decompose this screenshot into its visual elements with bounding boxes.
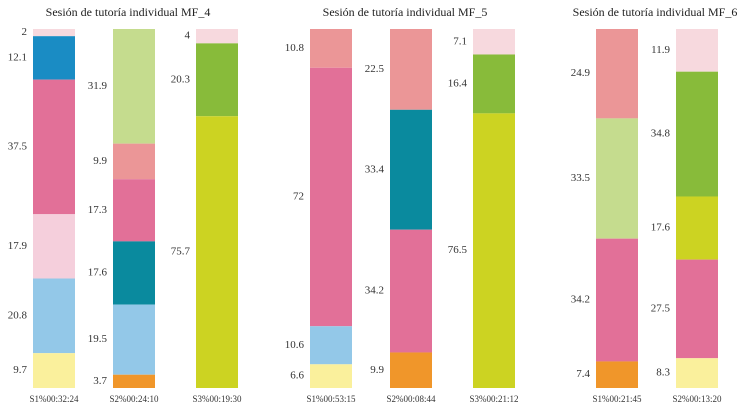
- value-label: 17.9: [8, 240, 28, 252]
- value-label: 2: [22, 26, 28, 38]
- bar-segment: [390, 229, 432, 353]
- bar-segment: [33, 36, 75, 80]
- value-label: 8.3: [656, 367, 670, 379]
- bar-segment: [310, 29, 352, 68]
- value-label: 9.9: [370, 364, 384, 376]
- value-label: 37.5: [8, 140, 28, 152]
- bar-segment: [310, 364, 352, 388]
- bar-segment: [196, 29, 238, 44]
- value-label: 20.8: [8, 309, 28, 321]
- value-label: 17.6: [651, 222, 671, 234]
- value-label: 27.5: [651, 302, 671, 314]
- value-label: 10.8: [285, 42, 305, 54]
- bar-segment: [113, 179, 155, 242]
- value-label: 7.1: [453, 35, 467, 47]
- bar-segment: [196, 116, 238, 388]
- bar-segment: [676, 358, 718, 388]
- bar-segment: [473, 54, 515, 114]
- bar-segment: [33, 353, 75, 388]
- value-label: 17.6: [88, 267, 108, 279]
- bar-segment: [676, 29, 718, 72]
- bar-segment: [676, 196, 718, 260]
- category-label: S1%00:53:15: [306, 394, 356, 404]
- category-label: S3%00:21:12: [469, 394, 518, 404]
- value-label: 20.3: [171, 73, 191, 85]
- bar-segment: [390, 109, 432, 230]
- bar-segment: [473, 113, 515, 389]
- value-label: 7.4: [576, 368, 590, 380]
- chart-title: Sesión de tutoría individual MF_5: [323, 5, 488, 19]
- bar-segment: [33, 79, 75, 215]
- bar-segment: [596, 29, 638, 119]
- bar-segment: [113, 374, 155, 388]
- bar-segment: [473, 29, 515, 55]
- bar-segment: [113, 304, 155, 375]
- value-label: 33.4: [365, 163, 385, 175]
- value-label: 31.9: [88, 80, 108, 92]
- value-label: 72: [293, 191, 304, 203]
- value-label: 34.8: [651, 128, 671, 140]
- value-label: 9.7: [13, 364, 27, 376]
- value-label: 10.6: [285, 339, 305, 351]
- bar-segment: [33, 278, 75, 354]
- value-label: 33.5: [571, 172, 591, 184]
- bar-segment: [596, 238, 638, 362]
- value-label: 3.7: [93, 375, 107, 387]
- category-label: S3%00:19:30: [192, 394, 242, 404]
- value-label: 12.1: [8, 51, 27, 63]
- bar-segment: [676, 71, 718, 197]
- bar-segment: [113, 29, 155, 144]
- chart-title: Sesión de tutoría individual MF_6: [573, 5, 737, 19]
- bar-segment: [310, 67, 352, 327]
- category-label: S1%00:32:24: [29, 394, 79, 404]
- category-label: S2%00:24:10: [109, 394, 159, 404]
- value-label: 6.6: [290, 370, 304, 382]
- bar-segment: [113, 241, 155, 305]
- value-label: 24.9: [571, 67, 591, 79]
- value-label: 11.9: [651, 44, 670, 56]
- chart-title: Sesión de tutoría individual MF_4: [46, 5, 211, 19]
- bar-segment: [33, 29, 75, 37]
- category-label: S2%00:13:20: [672, 394, 722, 404]
- bar-segment: [196, 43, 238, 117]
- bar-segment: [596, 118, 638, 239]
- bar-segment: [33, 214, 75, 279]
- bar-segment: [113, 143, 155, 180]
- value-label: 76.5: [448, 244, 468, 256]
- category-label: S1%00:21:45: [592, 394, 642, 404]
- value-label: 9.9: [93, 155, 107, 167]
- bar-segment: [310, 326, 352, 365]
- category-label: S2%00:08:44: [386, 394, 436, 404]
- value-label: 19.5: [88, 333, 108, 345]
- value-label: 17.3: [88, 204, 108, 216]
- value-label: 75.7: [171, 246, 191, 258]
- bar-segment: [390, 352, 432, 388]
- bar-segment: [390, 29, 432, 110]
- value-label: 34.2: [571, 294, 590, 306]
- bar-segment: [676, 259, 718, 359]
- value-label: 34.2: [365, 285, 384, 297]
- value-label: 22.5: [365, 63, 385, 75]
- value-label: 16.4: [448, 77, 468, 89]
- bar-segment: [596, 361, 638, 388]
- value-label: 4: [185, 30, 191, 42]
